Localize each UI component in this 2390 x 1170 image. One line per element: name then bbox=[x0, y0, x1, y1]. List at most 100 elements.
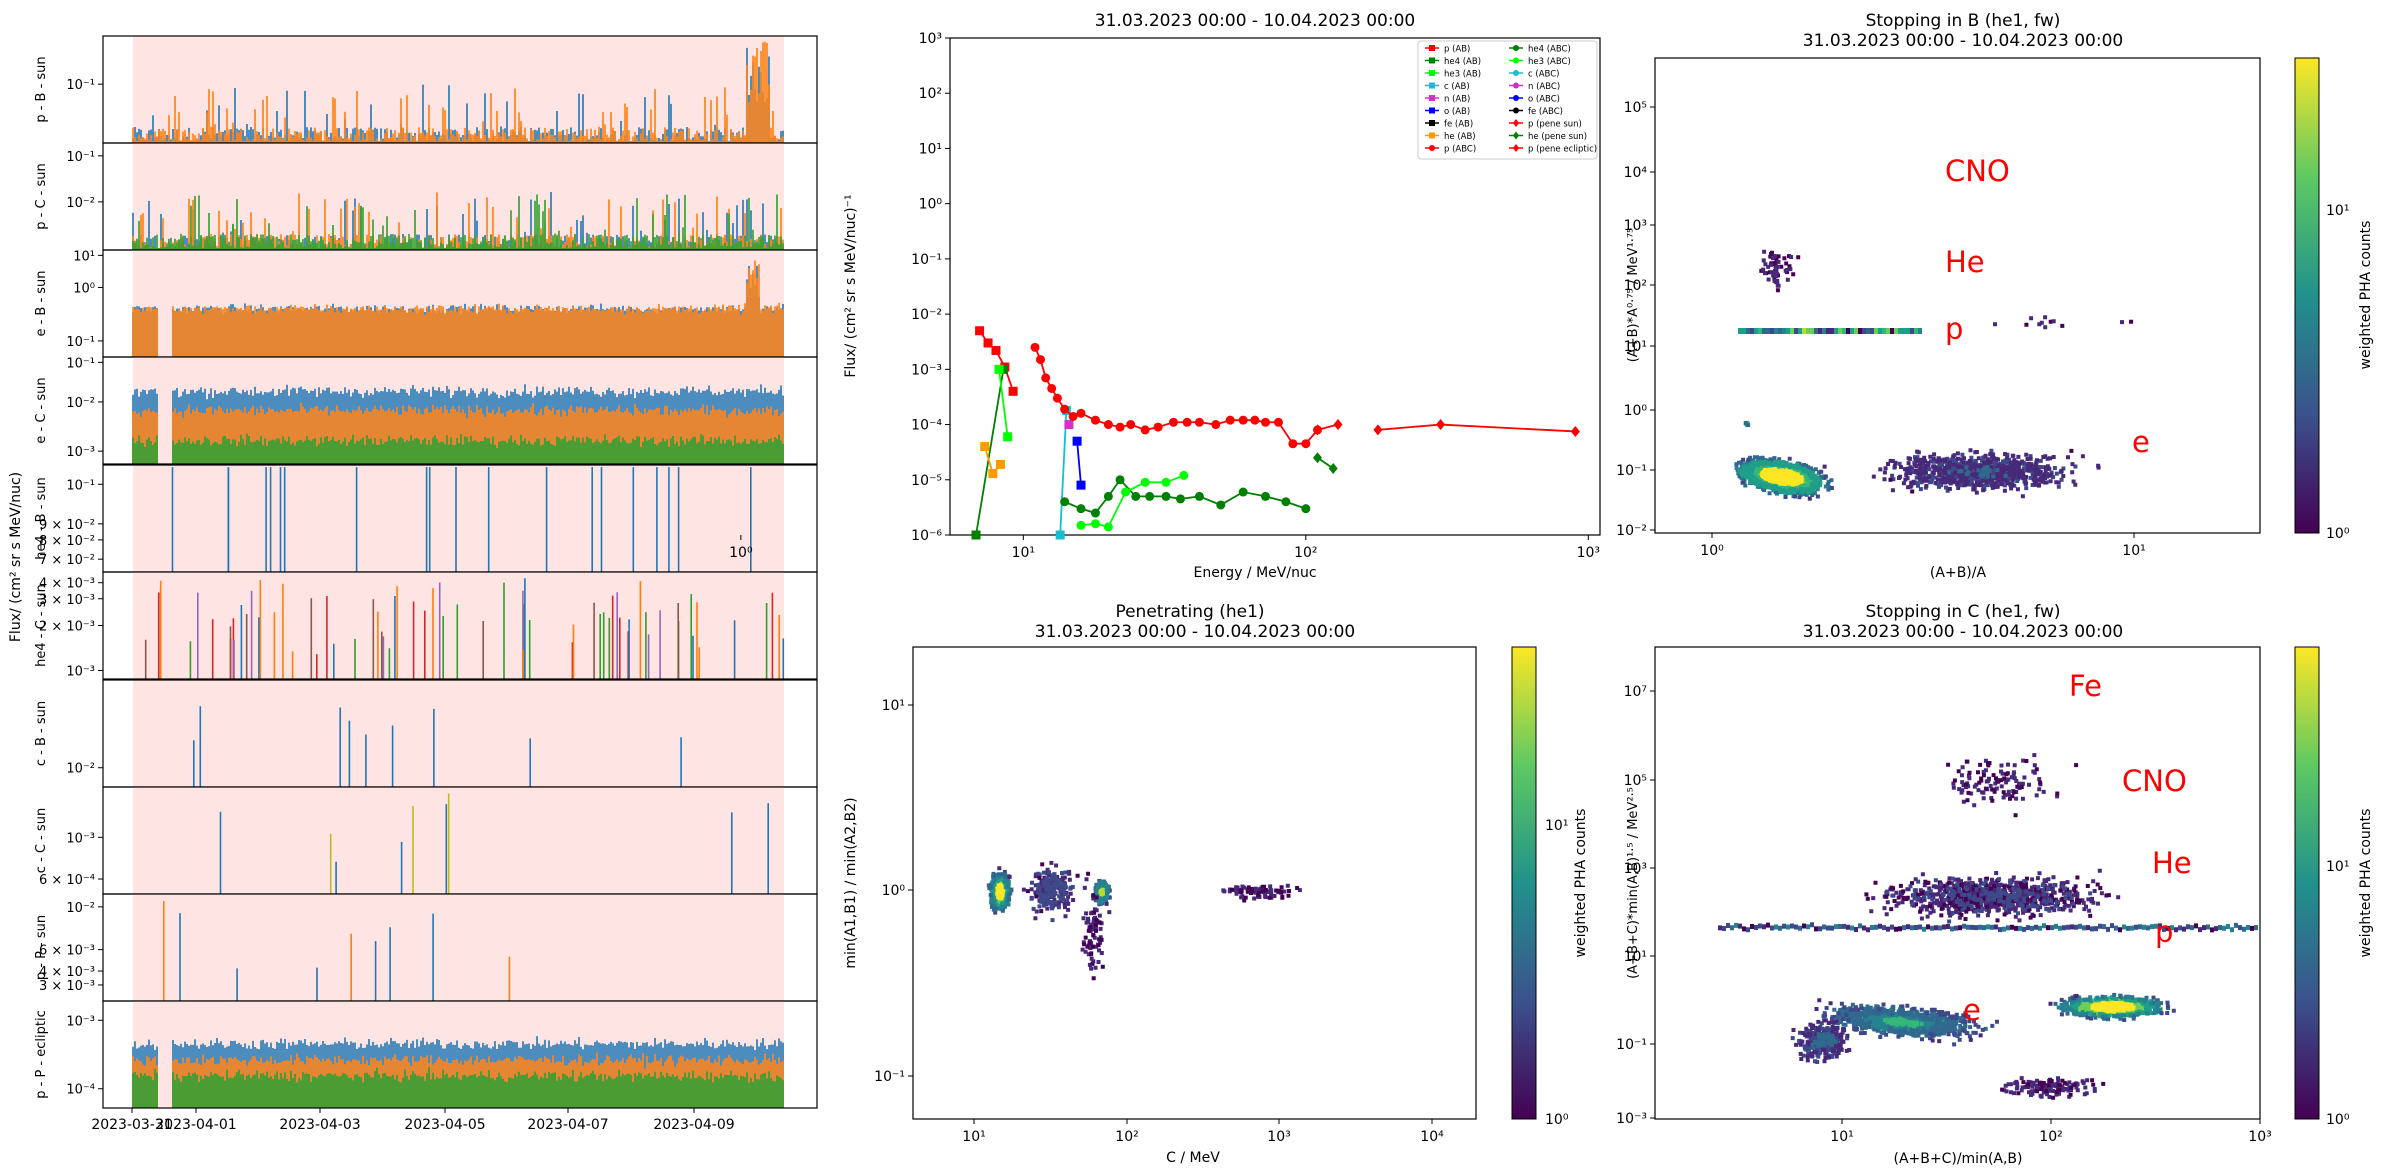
heatmap-cells bbox=[989, 873, 1013, 912]
legend-entry: fe (ABC) bbox=[1528, 107, 1563, 117]
ts-panel-ylabel: p - C - sun bbox=[34, 163, 49, 230]
ts-trace bbox=[132, 1067, 784, 1108]
stopB-subtitle: 31.03.2023 00:00 - 10.04.2023 00:00 bbox=[1803, 31, 2123, 51]
data-point-circle bbox=[1194, 491, 1204, 501]
heatmap-cells bbox=[2048, 993, 2079, 1006]
data-point-circle bbox=[1513, 45, 1519, 51]
heatmap-proton-band bbox=[1750, 328, 1914, 334]
ts-ytick-label: 10⁻¹ bbox=[66, 478, 95, 493]
data-point-circle bbox=[1216, 500, 1226, 510]
spectrum-legend: p (AB) he4 (AB) he3 (AB) c (AB) n (AB) o (AB)… bbox=[1417, 40, 1598, 160]
stopB-ylabel: (A+B)*A⁰·⁷⁵ / MeV¹·⁷⁵ bbox=[1626, 228, 1641, 363]
legend-frame bbox=[1417, 40, 1598, 160]
data-point-circle bbox=[1052, 393, 1062, 403]
data-point-circle bbox=[1121, 487, 1131, 497]
data-point-circle bbox=[1513, 107, 1519, 114]
ts-ytick-label: 10⁻¹ bbox=[66, 356, 95, 371]
time-series-stack: 10⁻¹ p - B - sun 10⁻¹ 10⁻² p - C - sun 10¹ 10⁰… bbox=[34, 35, 818, 1133]
ts-panel-ylabel: p - B - sun bbox=[34, 56, 49, 122]
legend-entry: o (AB) bbox=[1444, 107, 1470, 117]
data-point-square bbox=[1429, 120, 1435, 126]
heatmap-cells bbox=[2059, 994, 2176, 1022]
heatmap-cells bbox=[1819, 1001, 1999, 1047]
ytick-label: 10⁴ bbox=[1624, 165, 1648, 181]
ts-spike-trace bbox=[219, 803, 769, 894]
data-point-circle bbox=[1513, 57, 1519, 64]
data-point-circle bbox=[1301, 504, 1311, 514]
ytick-label: 10⁻² bbox=[1616, 523, 1647, 539]
ts-shaded-window bbox=[133, 36, 784, 143]
legend-entry: fe (AB) bbox=[1444, 120, 1473, 130]
ts-ytick-label: 10⁻² bbox=[66, 196, 95, 211]
stopB-xlabel: (A+B)/A bbox=[1930, 565, 1987, 581]
ts-trace bbox=[132, 433, 784, 464]
ytick-label: 10⁻³ bbox=[1616, 1111, 1647, 1127]
data-point-circle bbox=[1238, 415, 1248, 425]
data-point-circle bbox=[1211, 420, 1221, 430]
data-point-circle bbox=[1513, 95, 1519, 101]
data-point-square bbox=[971, 530, 981, 540]
data-point-square bbox=[1055, 530, 1065, 540]
heatmap-cells bbox=[1791, 1018, 1852, 1064]
series-o-ab- bbox=[1072, 436, 1086, 490]
data-point-square bbox=[1072, 436, 1082, 446]
ts-ytick-label: 6 × 10⁻⁴ bbox=[39, 873, 95, 888]
spectrum-series bbox=[971, 326, 1580, 540]
data-point-square bbox=[1429, 82, 1435, 89]
data-point-circle bbox=[1281, 497, 1291, 507]
xtick-label: 10⁴ bbox=[1420, 1129, 1444, 1145]
heatmap-cells bbox=[2024, 319, 2134, 328]
ts-ytick-label: 3 × 10⁻³ bbox=[39, 979, 95, 994]
data-point-circle bbox=[1168, 417, 1178, 427]
data-point-circle bbox=[1030, 342, 1040, 352]
heatmap-cells bbox=[1740, 456, 1834, 500]
data-point-circle bbox=[1131, 491, 1141, 501]
heatmap-cells bbox=[2000, 1077, 2106, 1100]
series-line bbox=[1059, 410, 1068, 536]
series-he4-abc- bbox=[1060, 475, 1311, 518]
ts-xtick-label: 2023-03-31 bbox=[91, 1117, 172, 1133]
legend-entry: he3 (ABC) bbox=[1528, 57, 1571, 67]
data-point-circle bbox=[1103, 420, 1113, 430]
ts-ytick-label: 10⁻³ bbox=[66, 831, 95, 846]
ts-trace bbox=[132, 260, 784, 357]
heatmap-cells bbox=[1734, 458, 1831, 497]
ytick-label: 10¹ bbox=[1624, 949, 1647, 965]
heatmap-cells bbox=[1759, 250, 1801, 293]
spectrum-ylabel: Flux/ (cm² sr s MeV/nuc)⁻¹ bbox=[843, 194, 859, 377]
data-point-square bbox=[995, 459, 1005, 469]
ts-ytick-label: 10⁻³ bbox=[66, 1014, 95, 1029]
spectrum-ytick-label: 10¹ bbox=[919, 141, 942, 157]
data-point-square bbox=[1429, 132, 1435, 139]
ts-spike-trace bbox=[159, 580, 780, 679]
xtick-label: 10³ bbox=[2248, 1129, 2271, 1145]
ts-ytick-label: 10⁻⁴ bbox=[66, 1083, 95, 1098]
heatmap-cells bbox=[1743, 421, 1751, 428]
data-point-circle bbox=[1513, 82, 1519, 89]
data-point-square bbox=[994, 364, 1004, 374]
xtick-label: 10¹ bbox=[962, 1129, 985, 1145]
stopC-ylabel: (A+B+C)*min(A,B)¹·⁵ / MeV²·⁵ bbox=[1626, 787, 1641, 979]
heatmap-proton-band bbox=[1818, 328, 1834, 334]
spectrum-ytick-label: 10² bbox=[919, 86, 942, 102]
legend-entry: c (ABC) bbox=[1528, 70, 1559, 80]
legend-entry: p (pene sun) bbox=[1528, 120, 1582, 130]
ts-ytick-label: 10⁻³ bbox=[66, 445, 95, 460]
ts-ytick-label: 9 × 10⁻² bbox=[39, 518, 95, 533]
ts-signal-traces bbox=[163, 901, 511, 1001]
heatmap-proton-band bbox=[1734, 922, 2250, 933]
ytick-label: 10⁻¹ bbox=[1616, 463, 1647, 479]
legend-entry: p (pene ecliptic) bbox=[1528, 145, 1597, 155]
spectrum-ytick-label: 10⁻⁵ bbox=[911, 473, 942, 489]
ts-ytick-label: 7 × 10⁻² bbox=[39, 553, 95, 568]
legend-entry: p (AB) bbox=[1444, 45, 1470, 55]
ts-panel-ylabel: p - P - sun bbox=[34, 915, 49, 980]
stopC-cbar-tick-low: 10⁰ bbox=[2326, 1112, 2350, 1128]
heatmap-proton-band bbox=[1738, 328, 1910, 334]
spectrum-xlabel: Energy / MeV/nuc bbox=[1193, 565, 1316, 581]
data-point-circle bbox=[1047, 383, 1057, 393]
series-he-pene-sun- bbox=[1313, 452, 1338, 475]
stopC-xlabel: (A+B+C)/min(A,B) bbox=[1893, 1151, 2022, 1167]
heatmap-cells bbox=[1082, 871, 1105, 981]
data-point-circle bbox=[1238, 487, 1248, 497]
